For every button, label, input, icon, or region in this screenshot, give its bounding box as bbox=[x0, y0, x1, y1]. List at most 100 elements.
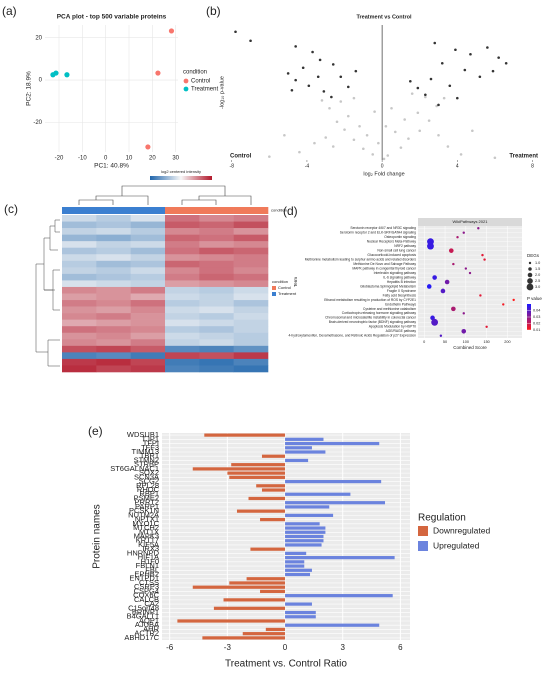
annotation: Treatment bbox=[509, 154, 538, 160]
dot bbox=[440, 288, 446, 294]
heatmap-cell bbox=[96, 267, 131, 275]
point bbox=[403, 118, 406, 121]
heatmap-cell bbox=[96, 319, 131, 327]
y-axis-label: Protein names bbox=[92, 504, 103, 568]
category-label: ABHD17C bbox=[124, 633, 159, 642]
point bbox=[471, 129, 474, 133]
term-label: MAPK pathway in congenital thyroid cance… bbox=[352, 266, 416, 270]
point bbox=[343, 128, 346, 131]
heatmap-cell bbox=[233, 267, 269, 275]
heatmap-cell bbox=[233, 260, 269, 268]
x-axis-label: Treatment vs. Control Ratio bbox=[225, 659, 347, 670]
annotation: Control bbox=[230, 154, 252, 160]
dot bbox=[462, 231, 465, 234]
bar bbox=[285, 526, 326, 530]
bar bbox=[285, 441, 380, 446]
point bbox=[393, 130, 397, 134]
bar bbox=[285, 501, 386, 505]
point bbox=[486, 46, 489, 49]
x-tick-label: 3 bbox=[340, 643, 345, 652]
x-tick-label: 20 bbox=[149, 156, 156, 162]
bar bbox=[285, 556, 395, 560]
bar bbox=[223, 598, 286, 602]
point bbox=[330, 95, 333, 99]
heatmap-cell bbox=[130, 280, 166, 288]
term-label: Fatty acid biosynthesis bbox=[383, 293, 417, 297]
category-label: MTCH2 bbox=[133, 523, 159, 532]
point bbox=[331, 63, 335, 66]
size-legend-dot bbox=[527, 272, 533, 278]
heatmap-cell bbox=[165, 254, 200, 262]
heatmap-cell bbox=[130, 306, 166, 314]
heatmap-cell bbox=[62, 234, 97, 242]
point bbox=[358, 124, 361, 128]
x-tick-label: 0 bbox=[104, 156, 108, 162]
heatmap-cell bbox=[165, 339, 200, 347]
bar bbox=[242, 632, 286, 636]
x-tick-label: 8 bbox=[531, 163, 534, 169]
bar bbox=[261, 454, 286, 458]
panel-label: (b) bbox=[206, 4, 221, 18]
x-axis-label: Combined Score bbox=[453, 345, 487, 350]
row-dendrogram bbox=[35, 219, 60, 367]
bar bbox=[213, 606, 286, 610]
heatmap-cell bbox=[62, 339, 97, 347]
category-label: CSRP3 bbox=[134, 582, 159, 591]
term-label: Brain-derived neurotrophic factor (BDNF)… bbox=[329, 320, 417, 324]
heatmap-cell bbox=[96, 345, 131, 353]
heatmap-cell bbox=[233, 313, 269, 320]
term-label: Chromosomal and microsatellite instabili… bbox=[325, 316, 417, 320]
bar bbox=[285, 610, 316, 615]
legend-swatch bbox=[272, 286, 276, 290]
heatmap-cell bbox=[96, 273, 131, 281]
category-label: BRINP1 bbox=[132, 608, 159, 617]
category-label: KIF5A bbox=[138, 540, 159, 549]
heatmap-cell bbox=[199, 319, 234, 327]
bar bbox=[285, 450, 326, 454]
heatmap-cell bbox=[165, 326, 200, 334]
term-label: Interleukin signaling pathway bbox=[374, 271, 417, 275]
heatmap-cell bbox=[165, 352, 200, 360]
x-tick-label: -10 bbox=[78, 156, 87, 162]
point bbox=[469, 52, 472, 56]
heatmap-cell bbox=[165, 267, 200, 275]
dot bbox=[439, 334, 443, 337]
point bbox=[354, 69, 358, 73]
bar bbox=[236, 509, 286, 513]
x-tick-label: -8 bbox=[230, 163, 235, 169]
category-label: COX6C bbox=[133, 591, 159, 600]
heatmap-cell bbox=[199, 345, 234, 353]
point bbox=[352, 138, 356, 142]
point bbox=[339, 100, 343, 103]
legend-swatch bbox=[418, 526, 428, 536]
heatmap-cell bbox=[165, 280, 200, 288]
heatmap-cell bbox=[233, 306, 269, 314]
dot bbox=[432, 275, 437, 280]
term-label: Methionine metabolism leading to sulphur… bbox=[305, 257, 417, 261]
heatmap-cell bbox=[96, 293, 131, 301]
point bbox=[463, 68, 467, 72]
point bbox=[322, 90, 326, 93]
heatmap-cell bbox=[233, 280, 269, 288]
point bbox=[283, 133, 286, 137]
heatmap-cell bbox=[96, 352, 131, 360]
bar bbox=[285, 492, 351, 496]
point bbox=[286, 72, 290, 75]
heatmap-cell bbox=[62, 306, 97, 314]
x-tick-label: -6 bbox=[166, 643, 174, 652]
color-legend-title: P value bbox=[527, 296, 542, 301]
category-label: CSPG4 bbox=[134, 586, 159, 595]
point bbox=[440, 61, 444, 65]
point bbox=[407, 137, 410, 140]
dot bbox=[468, 271, 472, 275]
x-tick-label: 30 bbox=[172, 156, 179, 162]
term-label: Osteopontin signaling bbox=[384, 235, 416, 239]
heatmap-cell bbox=[165, 286, 200, 294]
point bbox=[155, 70, 161, 76]
term-label: Endothelin Pathways bbox=[385, 302, 416, 306]
category-label: PRRT2 bbox=[135, 498, 159, 507]
bar bbox=[285, 615, 316, 619]
x-tick-label: 6 bbox=[398, 643, 403, 652]
color-legend-label: 0.01 bbox=[533, 328, 540, 332]
bar bbox=[261, 488, 286, 492]
